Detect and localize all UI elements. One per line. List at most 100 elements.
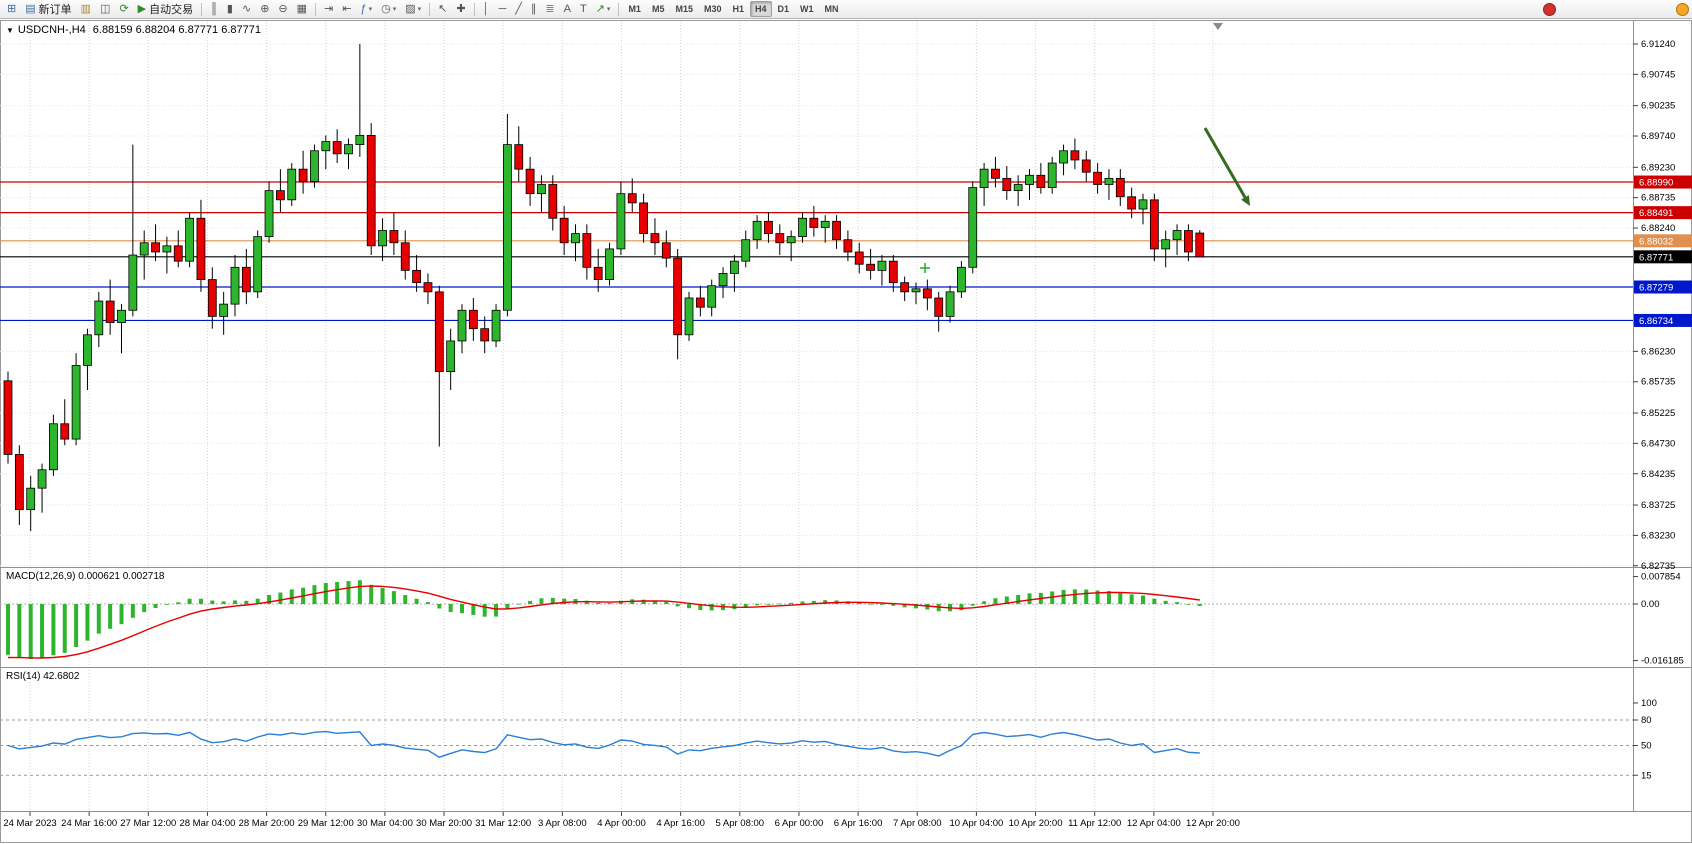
- templates-button[interactable]: ▨ ▾: [401, 0, 425, 18]
- svg-text:10 Apr 20:00: 10 Apr 20:00: [1009, 818, 1063, 829]
- community-icon[interactable]: [1543, 2, 1556, 16]
- toolbar-separator: [473, 2, 475, 16]
- chart-title: ▼ USDCNH-,H4 6.88159 6.88204 6.87771 6.877…: [6, 24, 261, 36]
- market-watch-button[interactable]: ◫: [96, 0, 114, 18]
- cursor-button[interactable]: ↖: [434, 0, 451, 18]
- timeframe-m5-button[interactable]: M5: [651, 4, 665, 14]
- cursor-icon: ↖: [438, 3, 448, 15]
- indicators-icon: ƒ: [360, 3, 367, 15]
- auto-scroll-button[interactable]: ⇥: [320, 0, 337, 18]
- timeframe-m1-button[interactable]: M1: [628, 4, 641, 14]
- vertical-line-button[interactable]: │: [479, 0, 494, 18]
- svg-text:27 Mar 12:00: 27 Mar 12:00: [120, 818, 176, 829]
- toolbar-separator: [201, 2, 203, 16]
- svg-text:24 Mar 16:00: 24 Mar 16:00: [61, 818, 117, 829]
- price-badge: [1634, 313, 1692, 327]
- macd-axis: 0.007854 0.00 -0.016185: [1633, 572, 1684, 667]
- periods-icon: ◷: [381, 3, 391, 15]
- arrow-annotation-head[interactable]: [1241, 195, 1250, 206]
- bar-chart-button[interactable]: ║: [206, 0, 222, 18]
- svg-text:11 Apr 12:00: 11 Apr 12:00: [1068, 818, 1121, 829]
- fibonacci-button[interactable]: ≣: [541, 0, 558, 18]
- time-axis[interactable]: 24 Mar 2023 24 Mar 16:00 27 Mar 12:00 28 Ma…: [3, 812, 1240, 829]
- svg-text:50: 50: [1641, 741, 1652, 752]
- arrows-tool-caret-icon: ▾: [606, 6, 611, 13]
- timeframe-h4-button[interactable]: H4: [750, 1, 772, 17]
- new-order-icon: ▤: [25, 3, 36, 15]
- autotrading-button[interactable]: ▶ 自动交易: [134, 0, 197, 18]
- svg-text:6.82735: 6.82735: [1641, 561, 1675, 572]
- arrows-tool-icon: ↗: [595, 3, 605, 15]
- svg-text:6.86734: 6.86734: [1639, 316, 1673, 327]
- timeframe-d1-button[interactable]: D1: [777, 4, 790, 14]
- indicators-caret-icon: ▾: [368, 6, 373, 13]
- svg-text:6.84235: 6.84235: [1641, 469, 1675, 480]
- equidistant-channel-button[interactable]: ∥: [527, 0, 541, 18]
- refresh-button[interactable]: ⟳: [115, 0, 132, 18]
- svg-text:6.86230: 6.86230: [1641, 346, 1675, 357]
- svg-text:6.85225: 6.85225: [1641, 408, 1675, 419]
- autotrading-label: 自动交易: [149, 4, 194, 16]
- horizontal-line-icon: ─: [498, 3, 507, 15]
- timeframe-mn-button[interactable]: MN: [824, 4, 839, 14]
- svg-text:6.89230: 6.89230: [1641, 162, 1675, 173]
- crosshair-button[interactable]: ✚: [452, 0, 469, 18]
- horizontal-line-button[interactable]: ─: [494, 0, 510, 18]
- alert-icon[interactable]: [1676, 2, 1689, 16]
- svg-text:4 Apr 16:00: 4 Apr 16:00: [656, 818, 705, 829]
- chart-ohlc-values: 6.88159 6.88204 6.87771 6.87771: [92, 24, 261, 36]
- svg-text:7 Apr 08:00: 7 Apr 08:00: [893, 818, 942, 829]
- new-order-label: 新订单: [38, 4, 72, 16]
- price-badge: [1634, 234, 1692, 248]
- svg-text:6 Apr 16:00: 6 Apr 16:00: [834, 818, 883, 829]
- profiles-icon: ▥: [80, 3, 92, 15]
- timeframe-h1-button[interactable]: H1: [732, 4, 745, 14]
- arrow-annotation[interactable]: [1203, 127, 1247, 199]
- timeframe-w1-button[interactable]: W1: [800, 4, 814, 14]
- timeframe-m30-button[interactable]: M30: [703, 4, 722, 14]
- timeframe-m15-button[interactable]: M15: [675, 4, 693, 14]
- svg-text:-0.016185: -0.016185: [1641, 656, 1684, 667]
- candlestick-chart-button[interactable]: ▮: [223, 0, 237, 18]
- zoom-in-button[interactable]: ⊕: [256, 0, 273, 18]
- templates-caret-icon: ▾: [417, 6, 422, 13]
- svg-text:0.00: 0.00: [1641, 599, 1660, 610]
- svg-text:3 Apr 08:00: 3 Apr 08:00: [538, 818, 587, 829]
- chart-shift-marker-icon[interactable]: [1213, 23, 1223, 30]
- price-axis[interactable]: 6.91240 6.90745 6.90235 6.89740 6.89230 6.887…: [1633, 39, 1692, 572]
- price-badge: [1634, 280, 1692, 294]
- chart-shift-button[interactable]: ⇤: [338, 0, 355, 18]
- trendline-button[interactable]: ╱: [511, 0, 526, 18]
- zoom-out-button[interactable]: ⊖: [274, 0, 291, 18]
- svg-text:6.88990: 6.88990: [1639, 178, 1673, 189]
- svg-text:6.85735: 6.85735: [1641, 377, 1675, 388]
- zoom-in-icon: ⊕: [260, 3, 270, 15]
- indicators-button[interactable]: ƒ ▾: [356, 0, 376, 18]
- candles-layer: [3, 44, 1205, 532]
- text-button[interactable]: A: [560, 0, 575, 18]
- arrows-tool-button[interactable]: ↗ ▾: [592, 0, 615, 18]
- svg-text:6.89740: 6.89740: [1641, 131, 1675, 142]
- svg-text:6.83230: 6.83230: [1641, 530, 1675, 541]
- price-badge: [1634, 206, 1692, 220]
- profiles-button[interactable]: ▥: [77, 0, 95, 18]
- new-chart-button[interactable]: ⊞: [3, 0, 20, 18]
- chart-menu-toggle-icon[interactable]: ▼: [6, 26, 14, 35]
- svg-text:0.007854: 0.007854: [1641, 572, 1681, 583]
- line-chart-button[interactable]: ∿: [238, 0, 255, 18]
- text-label-button[interactable]: T: [576, 0, 591, 18]
- trendline-icon: ╱: [515, 3, 522, 15]
- auto-scroll-icon: ⇥: [324, 3, 334, 15]
- new-order-button[interactable]: ▤ 新订单: [21, 0, 75, 18]
- text-label-icon: T: [579, 3, 587, 15]
- periods-button[interactable]: ◷ ▾: [377, 0, 400, 18]
- svg-text:4 Apr 00:00: 4 Apr 00:00: [597, 818, 646, 829]
- line-chart-icon: ∿: [241, 3, 252, 15]
- tile-windows-button[interactable]: ▦: [293, 0, 311, 18]
- autotrading-icon: ▶: [137, 3, 147, 15]
- svg-text:28 Mar 20:00: 28 Mar 20:00: [239, 818, 295, 829]
- svg-text:10 Apr 04:00: 10 Apr 04:00: [949, 818, 1003, 829]
- tile-windows-icon: ▦: [296, 3, 308, 15]
- price-badge: [1634, 250, 1692, 264]
